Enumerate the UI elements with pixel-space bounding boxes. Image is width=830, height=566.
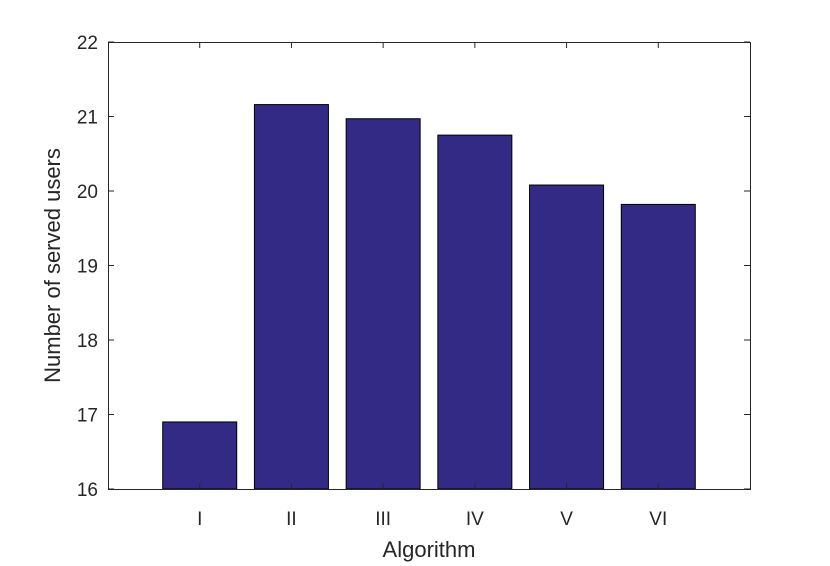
y-tick-label: 18 <box>77 331 98 352</box>
x-tick-label: III <box>375 509 391 530</box>
y-tick-label: 19 <box>77 257 98 278</box>
y-tick-label: 21 <box>77 108 98 129</box>
ticks-group <box>108 41 750 490</box>
y-axis-label: Number of served users <box>40 148 65 383</box>
x-tick-label: VI <box>649 509 667 530</box>
bar-III <box>345 118 421 490</box>
bars-group <box>162 104 696 490</box>
x-tick-label: II <box>286 509 297 530</box>
bar-I <box>162 421 238 490</box>
y-tick-label: 16 <box>77 480 98 501</box>
x-tick-label: V <box>560 509 573 530</box>
x-tick-label: IV <box>466 509 484 530</box>
bar-IV <box>437 134 513 490</box>
x-axis-label: Algorithm <box>383 537 476 562</box>
bar-II <box>253 104 329 490</box>
x-tick-label: I <box>197 509 202 530</box>
bar-VI <box>620 203 696 490</box>
y-tick-label: 20 <box>77 182 98 203</box>
y-tick-label: 22 <box>77 33 98 54</box>
bar-V <box>529 184 605 490</box>
y-tick-label: 17 <box>77 406 98 427</box>
